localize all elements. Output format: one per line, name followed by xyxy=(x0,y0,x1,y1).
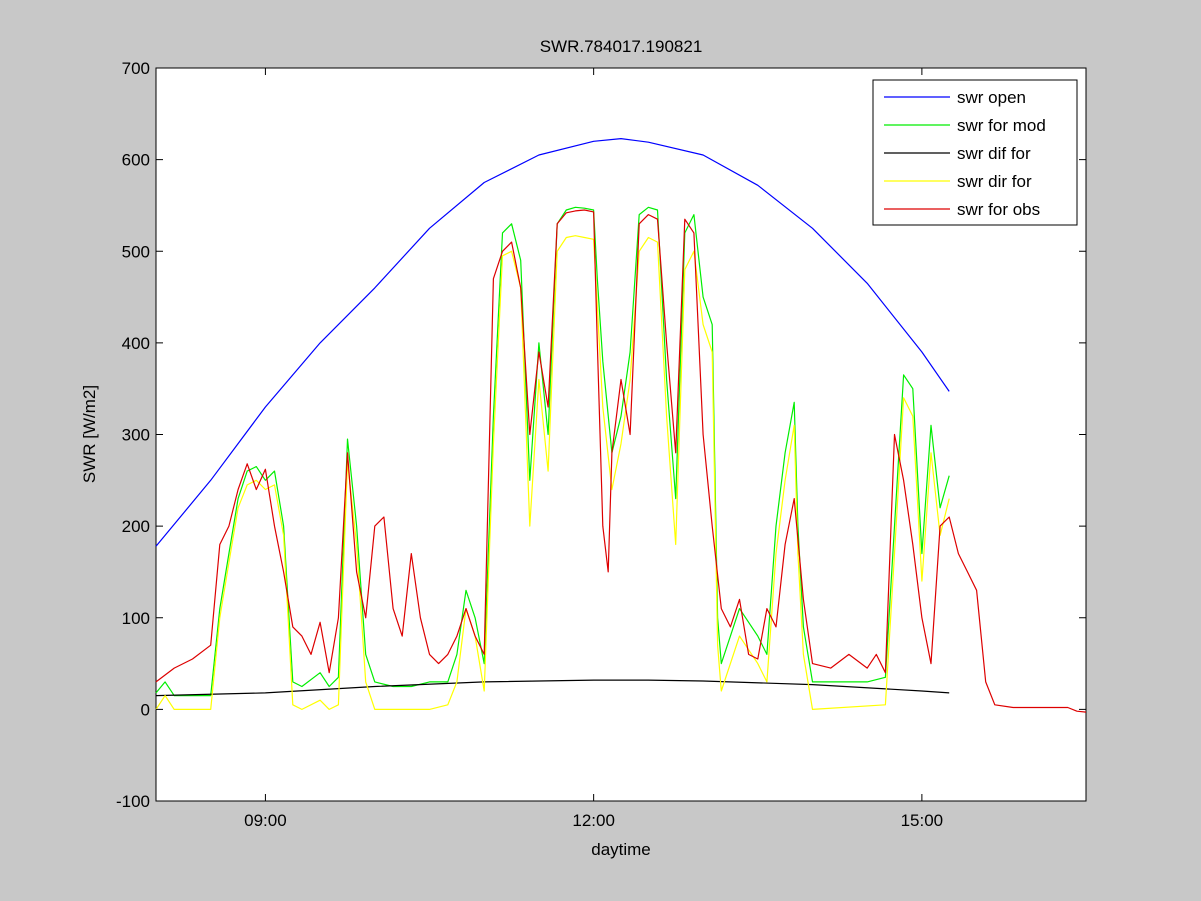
y-tick-label-3: 200 xyxy=(122,517,150,536)
series-line-0 xyxy=(155,138,950,547)
legend-entry-3: swr dir for xyxy=(957,172,1032,191)
x-axis-label: daytime xyxy=(591,840,651,859)
legend: swr open swr for mod swr dif for swr dir fo… xyxy=(872,79,1078,226)
y-tick-label-4: 300 xyxy=(122,426,150,445)
legend-entry-1: swr for mod xyxy=(957,116,1046,135)
series-line-2 xyxy=(155,679,950,697)
y-tick-label-2: 100 xyxy=(122,609,150,628)
legend-entry-2: swr dif for xyxy=(957,144,1031,163)
y-tick-label-6: 500 xyxy=(122,242,150,261)
axes-layer: -100 0 100 200 300 400 500 600 700 09:00 12:00 15:0… xyxy=(116,59,1086,830)
chart-title: SWR.784017.190821 xyxy=(540,37,703,56)
series-layer xyxy=(155,138,1087,713)
y-tick-label-5: 400 xyxy=(122,334,150,353)
y-axis-label: SWR [W/m2] xyxy=(80,385,99,483)
series-line-4 xyxy=(155,209,1087,713)
legend-entry-4: swr for obs xyxy=(957,200,1040,219)
x-tick-label-0: 09:00 xyxy=(244,811,287,830)
series-line-3 xyxy=(155,235,950,710)
x-tick-label-1: 12:00 xyxy=(572,811,615,830)
y-tick-label-7: 600 xyxy=(122,151,150,170)
y-tick-label-0: -100 xyxy=(116,792,150,811)
y-tick-label-1: 0 xyxy=(141,700,150,719)
x-tick-label-2: 15:00 xyxy=(901,811,944,830)
legend-entry-0: swr open xyxy=(957,88,1026,107)
y-tick-label-8: 700 xyxy=(122,59,150,78)
